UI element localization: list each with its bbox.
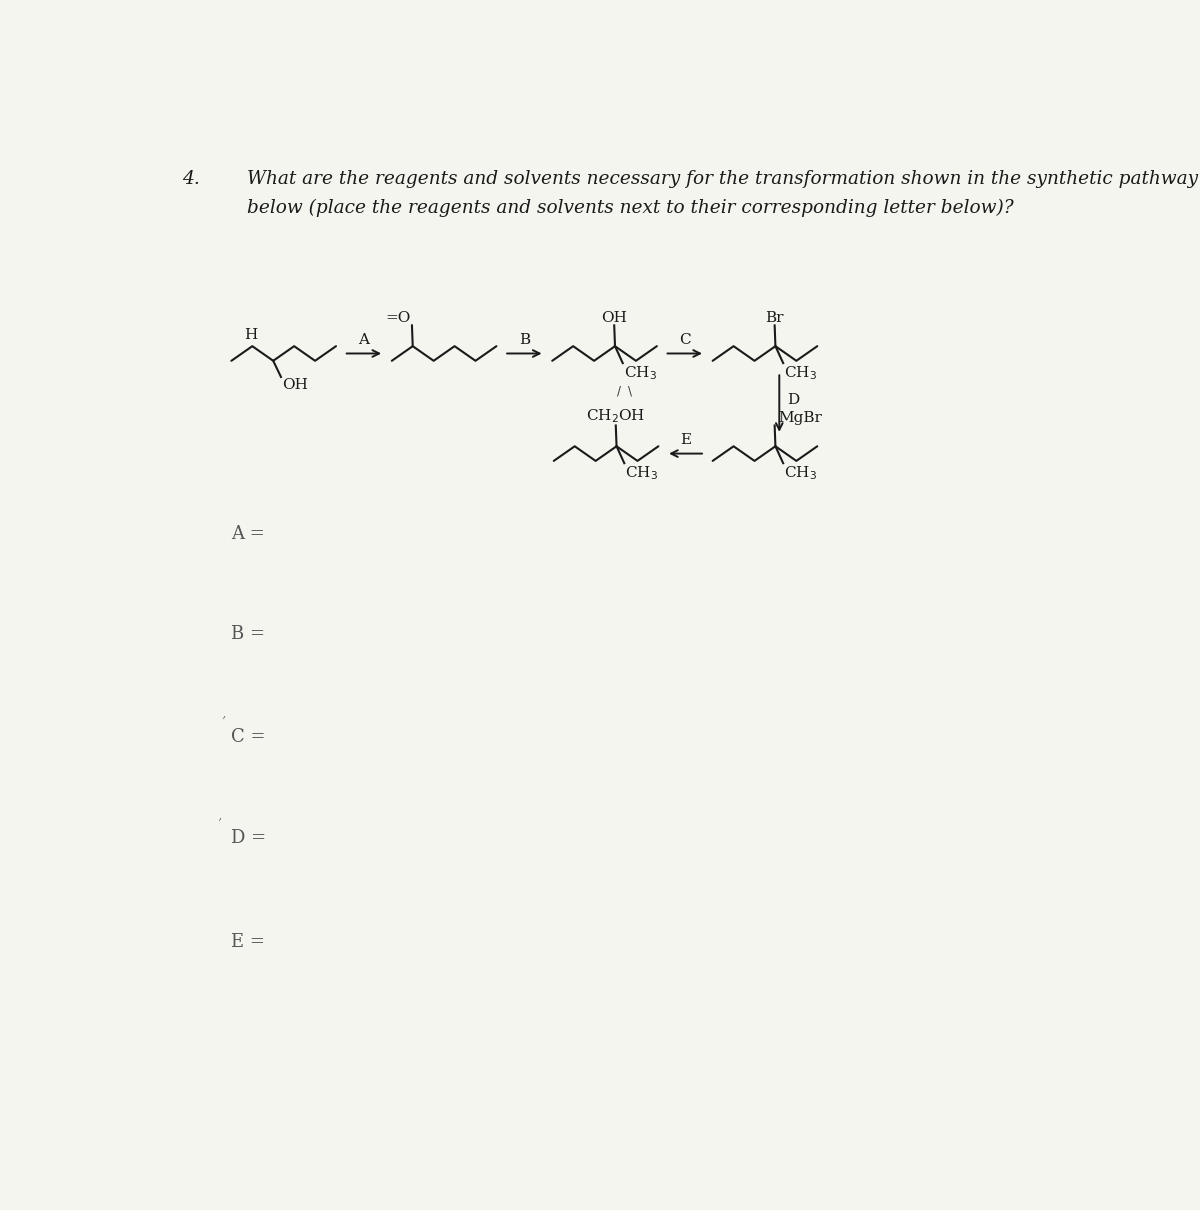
Text: D: D <box>787 393 799 407</box>
Text: E =: E = <box>232 933 265 951</box>
Text: \: \ <box>629 385 632 398</box>
Text: A =: A = <box>232 525 265 543</box>
Text: 4.: 4. <box>182 169 200 188</box>
Text: A: A <box>359 333 370 346</box>
Text: E: E <box>680 433 691 446</box>
Text: H: H <box>244 328 257 342</box>
Text: CH$_2$OH: CH$_2$OH <box>586 407 646 425</box>
Text: CH$_3$: CH$_3$ <box>784 364 817 381</box>
Text: OH: OH <box>601 311 628 324</box>
Text: /: / <box>617 385 620 398</box>
Text: CH$_3$: CH$_3$ <box>625 463 658 482</box>
Text: =O: =O <box>385 311 410 324</box>
Text: C =: C = <box>232 727 266 745</box>
Text: D =: D = <box>232 829 266 847</box>
Text: C: C <box>679 333 690 346</box>
Text: OH: OH <box>282 378 307 392</box>
Text: Br: Br <box>766 311 784 324</box>
Text: MgBr: MgBr <box>779 410 822 425</box>
Text: below (place the reagents and solvents next to their corresponding letter below): below (place the reagents and solvents n… <box>247 200 1014 218</box>
Text: B: B <box>518 333 530 346</box>
Text: CH$_3$: CH$_3$ <box>624 364 656 381</box>
Text: CH$_3$: CH$_3$ <box>784 463 817 482</box>
Text: ’: ’ <box>221 716 226 730</box>
Text: B =: B = <box>232 626 265 644</box>
Text: ’: ’ <box>217 818 222 831</box>
Text: What are the reagents and solvents necessary for the transformation shown in the: What are the reagents and solvents neces… <box>247 169 1198 188</box>
